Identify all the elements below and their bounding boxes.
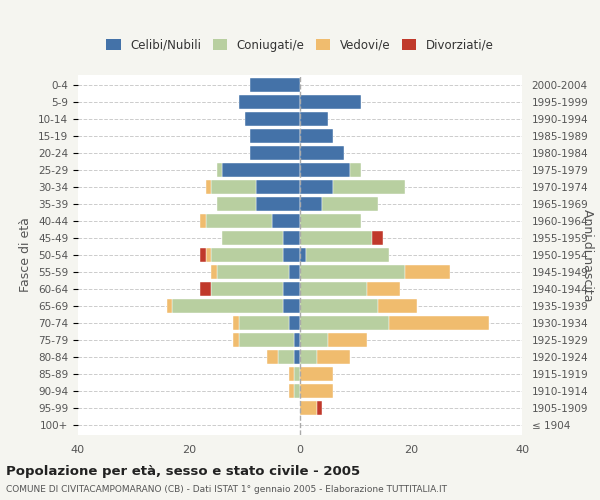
Bar — [239, 332, 295, 347]
Bar — [283, 248, 300, 262]
Bar — [367, 282, 400, 296]
Bar — [283, 282, 300, 296]
Bar — [223, 231, 283, 245]
Bar — [256, 180, 300, 194]
Bar — [300, 298, 378, 313]
Bar — [300, 265, 406, 279]
Bar — [300, 197, 322, 212]
Bar — [378, 298, 416, 313]
Bar — [295, 332, 300, 347]
Bar — [266, 350, 278, 364]
Bar — [300, 316, 389, 330]
Bar — [289, 384, 295, 398]
Bar — [300, 366, 334, 381]
Bar — [389, 316, 489, 330]
Bar — [211, 282, 283, 296]
Bar — [328, 332, 367, 347]
Bar — [217, 197, 256, 212]
Bar — [283, 231, 300, 245]
Bar — [317, 350, 350, 364]
Bar — [200, 282, 211, 296]
Bar — [272, 214, 300, 228]
Bar — [300, 332, 328, 347]
Bar — [295, 384, 300, 398]
Bar — [233, 316, 239, 330]
Bar — [322, 197, 378, 212]
Bar — [233, 332, 239, 347]
Bar — [222, 163, 300, 178]
Bar — [372, 231, 383, 245]
Bar — [217, 265, 289, 279]
Bar — [250, 78, 300, 92]
Bar — [250, 146, 300, 160]
Bar — [300, 231, 372, 245]
Bar — [300, 129, 334, 144]
Bar — [206, 248, 211, 262]
Bar — [300, 282, 367, 296]
Bar — [211, 248, 283, 262]
Bar — [206, 180, 211, 194]
Bar — [211, 265, 217, 279]
Bar — [200, 214, 206, 228]
Bar — [350, 163, 361, 178]
Bar — [300, 350, 317, 364]
Bar — [167, 298, 172, 313]
Bar — [239, 316, 289, 330]
Bar — [289, 316, 300, 330]
Bar — [300, 180, 334, 194]
Bar — [300, 214, 361, 228]
Bar — [300, 146, 344, 160]
Bar — [295, 366, 300, 381]
Bar — [278, 350, 295, 364]
Bar — [300, 112, 328, 126]
Bar — [239, 95, 300, 110]
Bar — [300, 95, 361, 110]
Bar — [217, 163, 222, 178]
Bar — [289, 265, 300, 279]
Bar — [200, 248, 206, 262]
Bar — [300, 248, 305, 262]
Y-axis label: Fasce di età: Fasce di età — [19, 218, 32, 292]
Bar — [289, 366, 295, 381]
Bar — [283, 298, 300, 313]
Bar — [206, 214, 272, 228]
Bar — [317, 400, 322, 415]
Bar — [300, 384, 334, 398]
Bar — [250, 129, 300, 144]
Text: Popolazione per età, sesso e stato civile - 2005: Popolazione per età, sesso e stato civil… — [6, 465, 360, 478]
Bar — [211, 180, 256, 194]
Bar — [245, 112, 300, 126]
Bar — [300, 163, 350, 178]
Bar — [256, 197, 300, 212]
Bar — [334, 180, 406, 194]
Bar — [300, 400, 317, 415]
Bar — [295, 350, 300, 364]
Legend: Celibi/Nubili, Coniugati/e, Vedovi/e, Divorziati/e: Celibi/Nubili, Coniugati/e, Vedovi/e, Di… — [101, 34, 499, 56]
Bar — [305, 248, 389, 262]
Bar — [406, 265, 450, 279]
Y-axis label: Anni di nascita: Anni di nascita — [581, 209, 594, 301]
Text: COMUNE DI CIVITACAMPOMARANO (CB) - Dati ISTAT 1° gennaio 2005 - Elaborazione TUT: COMUNE DI CIVITACAMPOMARANO (CB) - Dati … — [6, 485, 447, 494]
Bar — [172, 298, 283, 313]
